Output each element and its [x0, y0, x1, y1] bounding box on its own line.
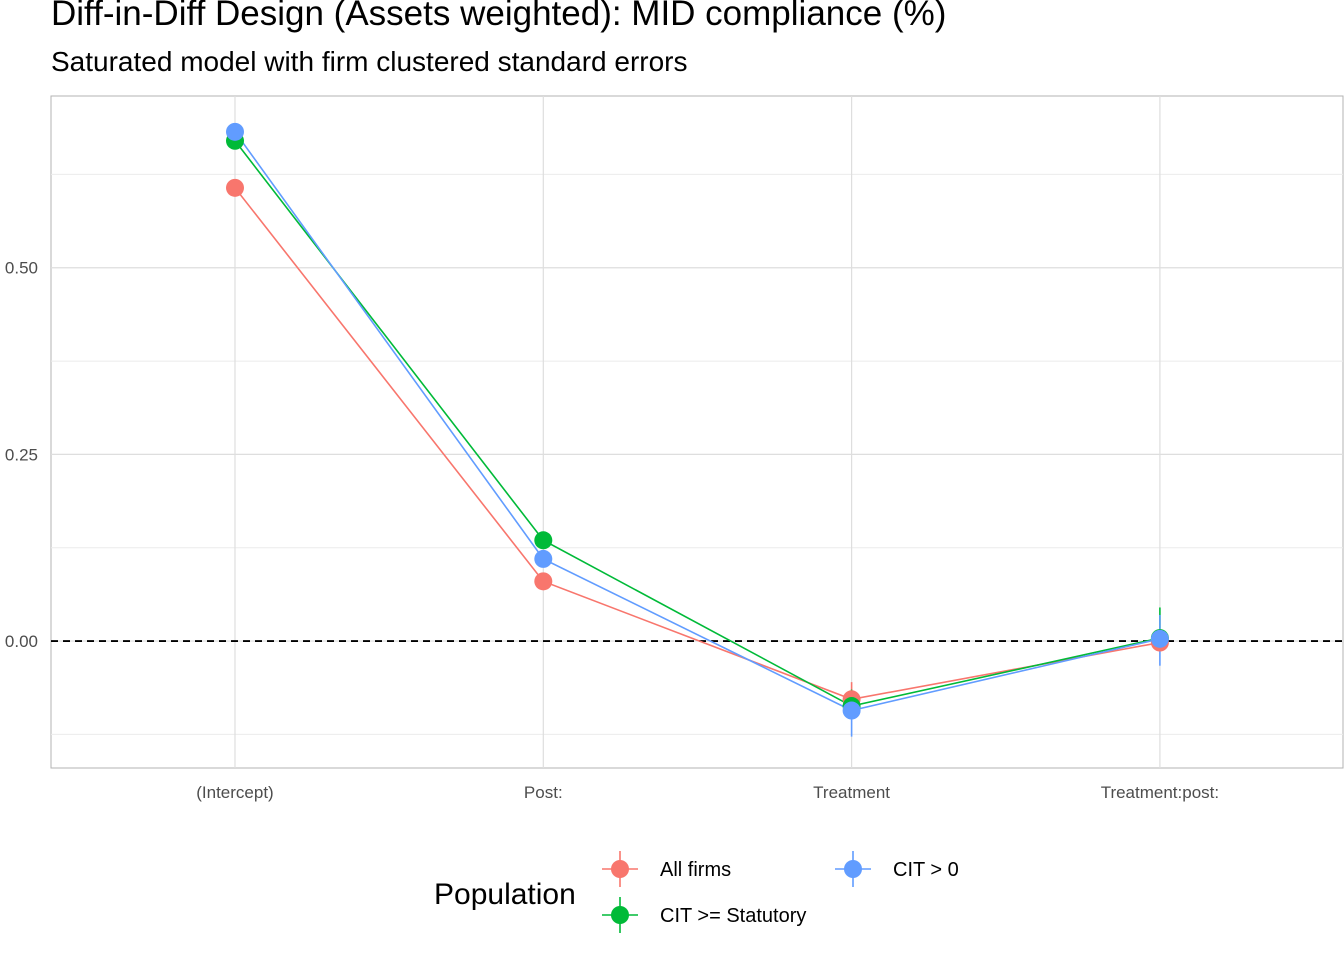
y-tick-label-1: 0.25	[5, 445, 38, 464]
legend-item-1: CIT >= Statutory	[602, 897, 806, 933]
y-tick-label-2: 0.50	[5, 259, 38, 278]
y-axis-ticks: 0.00 0.25 0.50	[5, 259, 38, 651]
series-line-2	[234, 131, 1161, 712]
x-tick-label-3: Treatment:post:	[1101, 783, 1219, 802]
data-point-2-0	[226, 122, 244, 141]
legend-item-0: All firms	[602, 851, 731, 887]
data-point-2-3	[1150, 629, 1169, 648]
plot-panel-border	[50, 95, 1344, 769]
y-tick-label-0: 0.00	[5, 632, 38, 651]
x-tick-label-2: Treatment	[813, 783, 890, 802]
x-tick-label-0: (Intercept)	[196, 783, 273, 802]
major-gridlines	[51, 96, 1343, 768]
data-point-0-0	[226, 178, 244, 197]
legend-key-point-0	[611, 860, 629, 878]
legend-label-1: CIT >= Statutory	[660, 905, 806, 927]
legend: Population All firms CIT >= Statutory CIT …	[434, 851, 959, 933]
data-point-1-1	[534, 531, 553, 550]
legend-key-point-1	[611, 906, 629, 924]
legend-label-2: CIT > 0	[893, 859, 959, 881]
x-axis-ticks: (Intercept) Post: Treatment Treatment:post:	[196, 783, 1219, 802]
data-point-0-1	[534, 572, 553, 591]
series-line-0	[234, 187, 1161, 701]
series-lines	[234, 131, 1161, 712]
chart-title: Diff-in-Diff Design (Assets weighted): M…	[51, 0, 947, 33]
legend-label-0: All firms	[660, 859, 731, 881]
data-point-2-2	[842, 701, 861, 720]
series-points	[226, 122, 1169, 720]
x-tick-label-1: Post:	[524, 783, 563, 802]
data-point-2-1	[534, 549, 553, 568]
legend-key-point-2	[844, 860, 862, 878]
series-line-1	[234, 140, 1161, 707]
legend-title: Population	[434, 878, 576, 911]
legend-item-2: CIT > 0	[835, 851, 959, 887]
chart-subtitle: Saturated model with firm clustered stan…	[51, 46, 688, 77]
